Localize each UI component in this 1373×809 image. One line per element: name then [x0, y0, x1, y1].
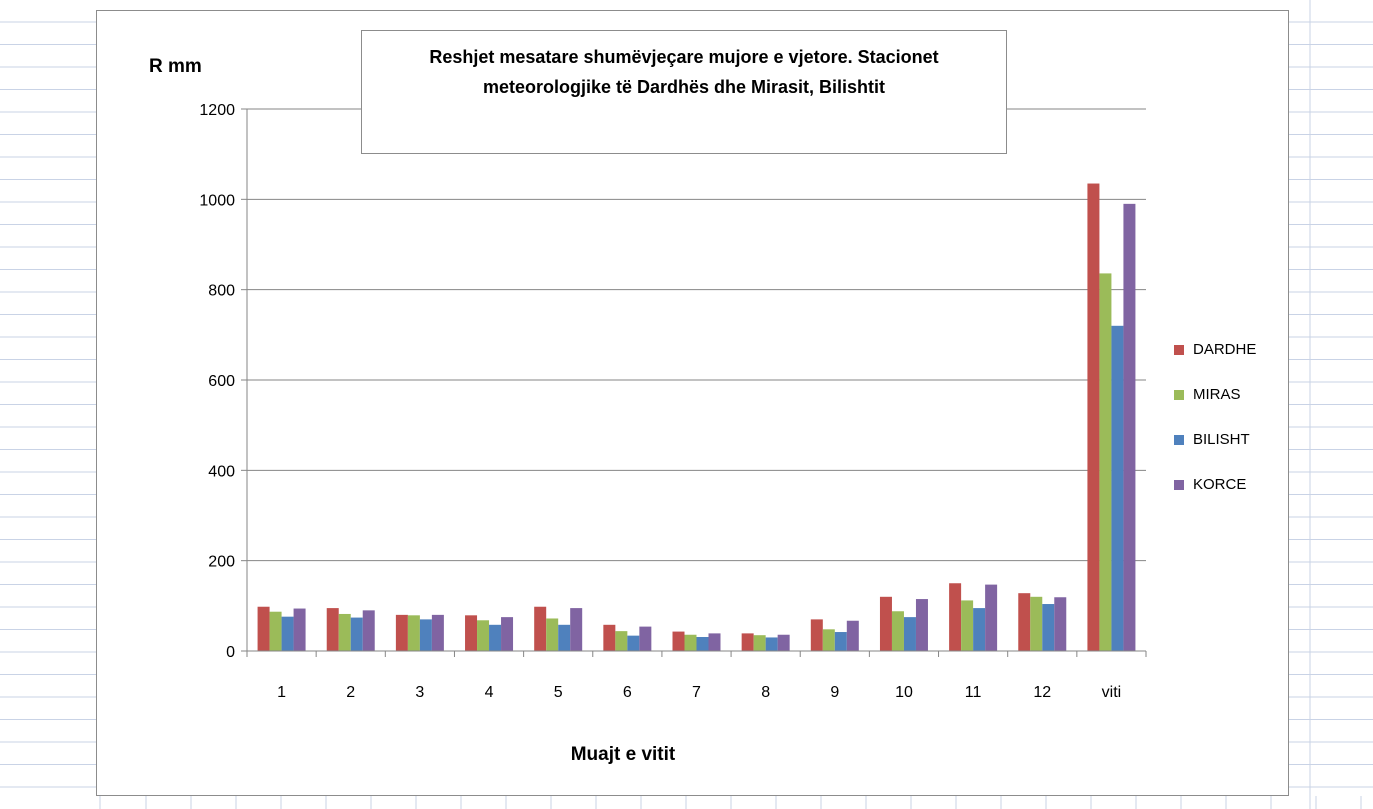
- legend-label: KORCE: [1193, 476, 1247, 493]
- x-tick-label: 11: [965, 684, 982, 701]
- x-tick-label: 6: [623, 684, 632, 701]
- y-tick-label: 200: [208, 554, 235, 571]
- legend-label: MIRAS: [1193, 386, 1241, 403]
- y-tick-label: 1200: [199, 102, 235, 119]
- bar-bilisht: [627, 635, 640, 651]
- bar-miras: [407, 615, 420, 651]
- legend-item: DARDHE: [1174, 327, 1256, 372]
- bar-bilisht: [350, 617, 363, 651]
- legend-item: KORCE: [1174, 462, 1256, 507]
- bar-dardhe: [741, 633, 754, 651]
- bar-korce: [501, 617, 514, 651]
- y-axis-label: R mm: [149, 56, 202, 77]
- bar-korce: [915, 599, 928, 651]
- bar-miras: [891, 611, 904, 651]
- y-tick-label: 1000: [199, 192, 235, 209]
- y-tick-label: 0: [226, 644, 235, 661]
- bar-dardhe: [672, 631, 685, 651]
- bar-dardhe: [257, 606, 270, 651]
- bar-miras: [269, 611, 282, 651]
- bars: [257, 183, 1136, 651]
- x-tick-label: 9: [830, 684, 839, 701]
- bar-bilisht: [696, 636, 709, 651]
- x-tick-label: 10: [895, 684, 913, 701]
- x-tick-label: 3: [415, 684, 424, 701]
- legend-swatch: [1174, 434, 1184, 445]
- bar-dardhe: [326, 608, 339, 651]
- bar-korce: [362, 610, 375, 651]
- bar-korce: [777, 634, 790, 651]
- bar-dardhe: [534, 606, 547, 651]
- x-tick-label: 7: [692, 684, 701, 701]
- bar-dardhe: [1018, 593, 1031, 651]
- bar-miras: [822, 629, 835, 651]
- y-tick-label: 400: [208, 463, 235, 480]
- x-tick-label: viti: [1102, 684, 1122, 701]
- bar-dardhe: [1087, 183, 1100, 651]
- bar-bilisht: [765, 637, 778, 651]
- bar-bilisht: [973, 608, 986, 651]
- x-tick-label: 5: [554, 684, 563, 701]
- bar-korce: [570, 608, 583, 651]
- bar-miras: [546, 618, 559, 651]
- legend-swatch: [1174, 344, 1184, 355]
- bar-miras: [1030, 596, 1043, 651]
- bar-dardhe: [603, 624, 616, 651]
- x-tick-label: 4: [485, 684, 494, 701]
- legend-item: MIRAS: [1174, 372, 1256, 417]
- bar-bilisht: [1111, 325, 1124, 651]
- legend-label: BILISHT: [1193, 431, 1250, 448]
- bar-dardhe: [879, 596, 892, 651]
- x-tick-label: 1: [277, 684, 286, 701]
- y-tick-label: 800: [208, 283, 235, 300]
- chart-area[interactable]: 0 200 400 600 800 1000 1200 1 2 3 4 5 6 7 8 9 10 11 12 vit…: [96, 10, 1289, 796]
- bar-korce: [846, 620, 859, 651]
- chart-title-box: Reshjet mesatare shumëvjeçare mujore e v…: [361, 30, 1007, 154]
- bar-dardhe: [810, 619, 823, 651]
- y-tick-label: 600: [208, 373, 235, 390]
- bar-miras: [684, 634, 697, 651]
- bar-miras: [338, 613, 351, 651]
- bar-korce: [293, 608, 306, 651]
- x-tick-label: 8: [761, 684, 770, 701]
- y-tick-labels: 0 200 400 600 800 1000 1200: [199, 102, 247, 661]
- bar-korce: [1054, 597, 1067, 651]
- x-tick-label: 2: [346, 684, 355, 701]
- legend: DARDHE MIRAS BILISHT KORCE: [1174, 327, 1256, 507]
- bar-bilisht: [489, 624, 502, 651]
- bar-dardhe: [395, 614, 408, 651]
- bar-miras: [477, 620, 490, 651]
- legend-swatch: [1174, 479, 1184, 490]
- bar-bilisht: [1042, 604, 1055, 651]
- bar-dardhe: [949, 583, 962, 651]
- bar-korce: [708, 633, 721, 651]
- x-tick-label: 12: [1033, 684, 1051, 701]
- bar-miras: [615, 631, 628, 651]
- x-axis-label: Muajt e vitit: [571, 744, 676, 765]
- bar-korce: [1123, 203, 1136, 651]
- bar-dardhe: [465, 615, 478, 651]
- bar-korce: [985, 584, 998, 651]
- legend-swatch: [1174, 389, 1184, 400]
- legend-item: BILISHT: [1174, 417, 1256, 462]
- bar-miras: [1099, 273, 1112, 651]
- x-tick-labels: 1 2 3 4 5 6 7 8 9 10 11 12 viti: [246, 651, 1147, 701]
- bar-bilisht: [903, 617, 916, 651]
- bar-bilisht: [558, 624, 571, 651]
- legend-label: DARDHE: [1193, 341, 1257, 358]
- bar-bilisht: [834, 632, 847, 651]
- bar-bilisht: [281, 616, 294, 651]
- bar-bilisht: [419, 619, 432, 651]
- bar-miras: [961, 600, 974, 651]
- gridlines: [247, 108, 1146, 562]
- bar-korce: [431, 614, 444, 651]
- chart-title: Reshjet mesatare shumëvjeçare mujore e v…: [429, 47, 939, 97]
- bar-miras: [753, 635, 766, 651]
- bar-korce: [639, 626, 652, 651]
